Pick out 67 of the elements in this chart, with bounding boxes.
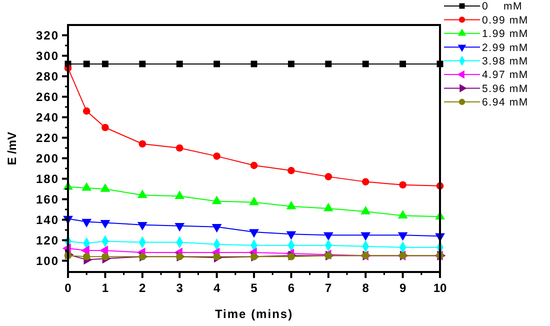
y-tick-label: 300 <box>36 48 59 63</box>
point <box>398 232 408 241</box>
point <box>213 152 220 160</box>
x-tick-label: 10 <box>433 281 447 295</box>
point <box>400 60 406 68</box>
x-axis-title: Time (mins) <box>214 307 294 321</box>
point <box>250 162 258 170</box>
x-tick-label: 6 <box>288 281 295 295</box>
point <box>100 220 110 228</box>
point <box>288 166 295 174</box>
y-tick-label: 240 <box>36 110 59 124</box>
point <box>176 60 183 68</box>
point <box>249 196 259 206</box>
legend-label: 2.99 mM <box>482 42 528 54</box>
legend-label: 0 mM <box>482 0 523 13</box>
point <box>212 196 222 204</box>
x-tick-label: 3 <box>176 281 184 295</box>
y-tick-label: 200 <box>36 151 59 166</box>
point <box>176 144 184 152</box>
legend-label: 3.98 mM <box>482 55 528 68</box>
x-tick-label: 9 <box>399 281 406 295</box>
y-tick-label: 280 <box>36 69 59 84</box>
point <box>82 252 90 260</box>
point <box>102 124 109 132</box>
legend-label: 6.94 mM <box>482 96 528 109</box>
point <box>82 218 92 228</box>
point <box>82 107 90 115</box>
x-tick-label: 8 <box>362 281 370 295</box>
legend-label: 4.97 mM <box>482 69 528 82</box>
legend-label: 5.96 mM <box>482 82 528 95</box>
point <box>362 60 369 68</box>
point <box>250 60 258 68</box>
y-tick-label: 160 <box>36 192 59 206</box>
y-tick-label: 220 <box>36 130 59 145</box>
y-tick-label: 320 <box>36 28 59 42</box>
x-tick-label: 2 <box>139 281 146 295</box>
point <box>323 232 334 241</box>
point <box>324 173 332 180</box>
y-tick-label: 100 <box>36 254 59 268</box>
point <box>139 60 146 68</box>
point <box>102 60 108 68</box>
point <box>288 60 294 68</box>
y-tick-label: 260 <box>36 90 59 104</box>
point <box>213 252 220 260</box>
x-tick-label: 7 <box>325 281 332 295</box>
x-tick-label: 1 <box>102 281 109 295</box>
point <box>102 252 109 260</box>
legend-label: 0.99 mM <box>482 14 528 26</box>
point <box>249 229 259 238</box>
y-tick-label: 180 <box>36 172 59 186</box>
x-tick-label: 4 <box>213 281 220 295</box>
point <box>286 200 296 210</box>
point <box>100 246 108 256</box>
point <box>286 231 296 240</box>
point <box>325 60 332 68</box>
point <box>214 60 220 68</box>
x-tick-label: 0 <box>64 281 72 295</box>
point <box>138 140 146 148</box>
x-tick-label: 5 <box>250 281 258 295</box>
point <box>399 181 406 189</box>
point <box>360 232 371 241</box>
point <box>362 178 370 186</box>
legend-label: 1.99 mM <box>482 28 528 40</box>
y-tick-label: 140 <box>36 212 59 227</box>
y-axis-title: E /mV <box>5 132 19 166</box>
y-tick-label: 120 <box>36 233 59 248</box>
point <box>83 60 90 68</box>
